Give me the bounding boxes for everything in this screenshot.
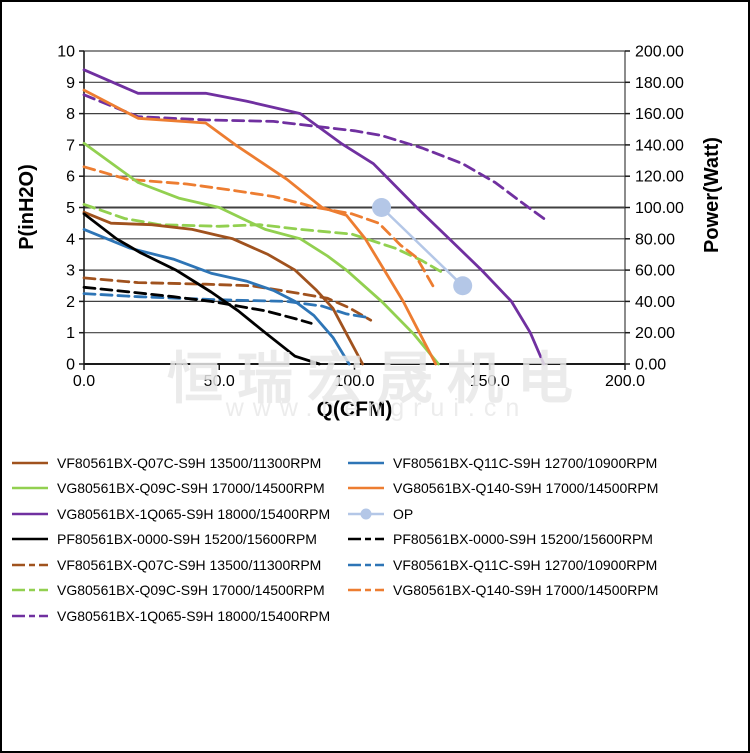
legend-item-0: VF80561BX-Q07C-S9H 13500/11300RPM (12, 450, 348, 476)
curve-pf-0000 (82, 212, 321, 366)
x-axis-title: Q(CFM) (317, 398, 393, 421)
legend-item-6: PF80561BX-0000-S9H 15200/15600RPM (12, 527, 348, 553)
legend-item-5: OP (348, 501, 744, 527)
curve-pf-0000-power (82, 285, 313, 325)
y-right-tick-label: 0.00 (635, 357, 666, 374)
y-right-tick-label: 120.00 (635, 169, 684, 186)
legend-item-3: VG80561BX-Q140-S9H 17000/14500RPM (348, 476, 744, 502)
x-tick-label: 100.0 (334, 373, 374, 390)
legend-label: VG80561BX-Q140-S9H 17000/14500RPM (393, 480, 659, 497)
legend-swatch-dash (348, 537, 384, 541)
legend-swatch-solid (348, 486, 384, 490)
y-left-tick-label: 3 (66, 263, 75, 280)
op-marker (453, 276, 473, 296)
y-right-tick-label: 100.00 (635, 200, 684, 217)
curve-vf-q07c (82, 210, 365, 366)
y-right-tick-label: 160.00 (635, 106, 684, 123)
y-left-tick-label: 7 (66, 137, 75, 154)
y-right-tick-label: 80.00 (635, 231, 675, 248)
x-tick-label: 0.0 (73, 373, 95, 390)
x-tick-label: 150.0 (470, 373, 510, 390)
legend-swatch-dash (12, 614, 48, 618)
legend-label: VF80561BX-Q11C-S9H 12700/10900RPM (393, 556, 658, 573)
legend-item-4: VG80561BX-1Q065-S9H 18000/15400RPM (12, 501, 348, 527)
legend-swatch-dash (12, 588, 48, 592)
curve-vf-q11c-power (82, 292, 367, 319)
x-tick-label: 50.0 (204, 373, 235, 390)
legend-item-8: VF80561BX-Q07C-S9H 13500/11300RPM (12, 552, 348, 578)
y-left-tick-label: 0 (66, 357, 75, 374)
legend-item-12: VG80561BX-1Q065-S9H 18000/15400RPM (12, 603, 348, 629)
y-left-tick-label: 4 (66, 231, 75, 248)
legend-swatch-solid (12, 461, 48, 465)
y-right-axis-title: Power(Watt) (701, 137, 723, 253)
curve-vf-q11c (82, 227, 351, 366)
legend-label: VG80561BX-Q09C-S9H 17000/14500RPM (57, 480, 325, 497)
legend-label: VF80561BX-Q07C-S9H 13500/11300RPM (57, 556, 322, 573)
y-right-tick-label: 40.00 (635, 294, 675, 311)
pq-power-chart: 109876543210200.00180.00160.00140.00120.… (16, 44, 723, 422)
x-tick-label: 200.0 (605, 373, 645, 390)
legend-swatch-solid (348, 461, 384, 465)
y-left-tick-label: 6 (66, 169, 75, 186)
legend-item-9: VF80561BX-Q11C-S9H 12700/10900RPM (348, 552, 744, 578)
legend-swatch-marker (348, 508, 384, 520)
y-right-tick-label: 200.00 (635, 44, 684, 61)
legend-label: VG80561BX-Q09C-S9H 17000/14500RPM (57, 582, 325, 599)
legend-label: VG80561BX-1Q065-S9H 18000/15400RPM (57, 607, 331, 624)
y-left-axis-title: P(inH2O) (16, 164, 38, 250)
curve-vg-q09c (82, 141, 440, 366)
curve-op (380, 206, 464, 288)
y-left-tick-label: 10 (57, 44, 75, 61)
y-left-tick-label: 1 (66, 325, 75, 342)
legend-swatch-solid (12, 512, 48, 516)
legend-swatch-solid (12, 537, 48, 541)
curve-vg-q09c-power (82, 202, 443, 274)
curve-vg-q140-power (82, 165, 435, 288)
legend-item-2: VG80561BX-Q09C-S9H 17000/14500RPM (12, 476, 348, 502)
curve-vg-1q065-power (82, 93, 546, 220)
legend-label: OP (393, 505, 414, 522)
y-left-tick-label: 9 (66, 75, 75, 92)
legend-label: VF80561BX-Q11C-S9H 12700/10900RPM (393, 454, 658, 471)
legend-item-10: VG80561BX-Q09C-S9H 17000/14500RPM (12, 578, 348, 604)
legend-label: PF80561BX-0000-S9H 15200/15600RPM (393, 531, 653, 548)
y-left-tick-label: 2 (66, 294, 75, 311)
chart-legend: VF80561BX-Q07C-S9H 13500/11300RPM VF80561… (12, 450, 744, 629)
op-marker (372, 198, 392, 217)
legend-swatch-dash (12, 563, 48, 567)
y-left-tick-label: 5 (66, 200, 75, 217)
y-left-tick-label: 8 (66, 106, 75, 123)
legend-label: VG80561BX-1Q065-S9H 18000/15400RPM (57, 505, 331, 522)
legend-item-7: PF80561BX-0000-S9H 15200/15600RPM (348, 527, 744, 553)
legend-swatch-dash (348, 563, 384, 567)
legend-item-11: VG80561BX-Q140-S9H 17000/14500RPM (348, 578, 744, 604)
curve-vf-q07c-power (82, 276, 373, 322)
legend-label: PF80561BX-0000-S9H 15200/15600RPM (57, 531, 317, 548)
legend-label: VG80561BX-Q140-S9H 17000/14500RPM (393, 582, 659, 599)
legend-label: VF80561BX-Q07C-S9H 13500/11300RPM (57, 454, 322, 471)
curve-vg-1q065 (82, 68, 546, 366)
legend-item-1: VF80561BX-Q11C-S9H 12700/10900RPM (348, 450, 744, 476)
y-right-tick-label: 180.00 (635, 75, 684, 92)
y-right-tick-label: 20.00 (635, 325, 675, 342)
y-right-tick-label: 60.00 (635, 263, 675, 280)
legend-swatch-dash (348, 588, 384, 592)
y-right-tick-label: 140.00 (635, 137, 684, 154)
legend-swatch-solid (12, 486, 48, 490)
curve-vg-q140 (82, 88, 438, 366)
